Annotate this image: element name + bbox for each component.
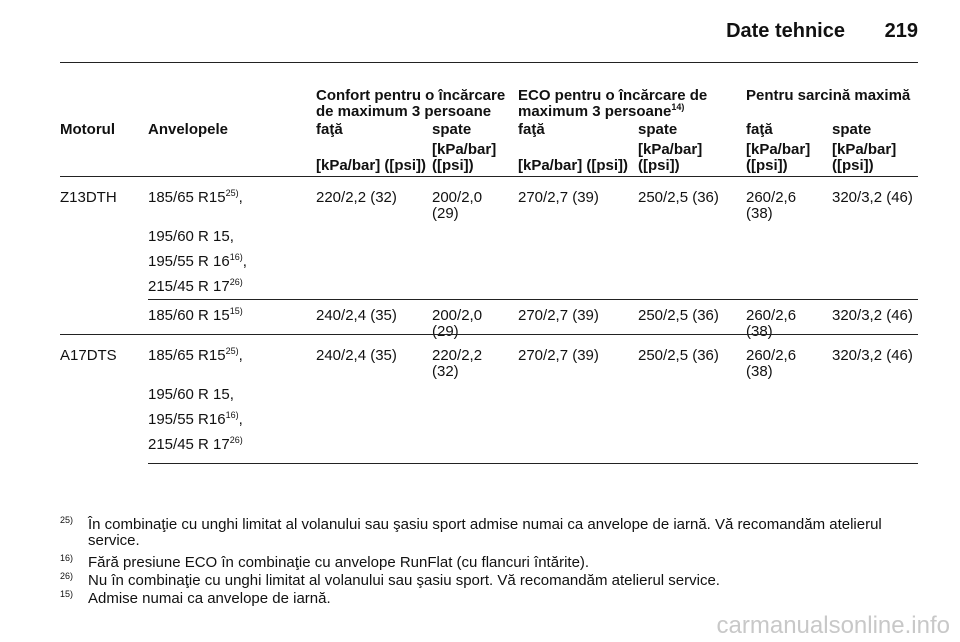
unit-cell: [kPa/bar] ([psi]) — [316, 138, 428, 174]
column-header: Motorul — [60, 121, 115, 138]
unit-cell: [kPa/bar] ([psi]) — [432, 138, 510, 174]
unit-label: [kPa/bar] ([psi]) — [518, 157, 629, 174]
group-header-text: ECO pentru o încărcare de maximum 3 pers… — [518, 87, 708, 120]
footnote-mark: 25) — [60, 515, 74, 525]
tire-size: 185/60 R 1515) — [148, 306, 313, 324]
tire-size: 215/45 R 1726) — [148, 277, 313, 295]
group-header-text: Pentru sarcină maximă — [746, 87, 911, 104]
unit-label: [kPa/bar] ([psi]) — [832, 141, 897, 174]
footnote-ref: 14) — [671, 102, 685, 112]
footnote-ref: 16) — [229, 252, 243, 262]
pressure-value: 260/2,6 (38) — [746, 307, 797, 340]
unit-cell: [kPa/bar] ([psi]) — [746, 138, 824, 174]
tire-size: 195/60 R 15, — [148, 387, 313, 403]
tire-text: 185/65 R15 — [148, 347, 226, 364]
footnote-mark: 16) — [60, 553, 74, 563]
tire-text: 195/55 R16 — [148, 411, 226, 428]
pressure-value: 250/2,5 (36) — [638, 307, 719, 324]
rule — [60, 334, 918, 335]
unit-cell: [kPa/bar] ([psi]) — [638, 138, 742, 174]
tire-size: 195/60 R 15, — [148, 229, 313, 245]
rule — [60, 62, 918, 63]
footnote-ref: 25) — [225, 346, 239, 356]
pressure-value: 250/2,5 (36) — [638, 189, 719, 206]
pressure-value: 320/3,2 (46) — [832, 347, 913, 364]
unit-label: [kPa/bar] ([psi]) — [316, 157, 427, 174]
tire-size: 185/65 R1525), — [148, 188, 313, 206]
footnote-ref: 26) — [229, 277, 243, 287]
tire-text: 215/45 R 17 — [148, 436, 230, 453]
tire-text: 195/60 R 15, — [148, 228, 234, 245]
footnote-ref: 15) — [229, 306, 243, 316]
tire-size: 185/65 R1525), — [148, 346, 313, 364]
footnote-mark: 15) — [60, 589, 74, 599]
tire-text: 215/45 R 17 — [148, 278, 230, 295]
tire-text: 185/65 R15 — [148, 189, 226, 206]
engine: Z13DTH — [60, 189, 117, 206]
footnote-ref: 26) — [229, 435, 243, 445]
tire-suffix: , — [242, 253, 247, 270]
rule — [148, 299, 918, 300]
page-title: Date tehnice — [726, 20, 845, 42]
unit-cell: [kPa/bar] ([psi]) — [832, 138, 916, 174]
column-header: spate — [638, 121, 678, 138]
tire-suffix: , — [238, 411, 243, 428]
tire-size: 195/55 R1616), — [148, 410, 313, 428]
tire-text: 195/55 R 16 — [148, 253, 230, 270]
pressure-value: 320/3,2 (46) — [832, 189, 913, 206]
footnote-ref: 25) — [225, 188, 239, 198]
footnote-text: Nu în combinaţie cu unghi limitat al vol… — [88, 572, 720, 589]
group-header: ECO pentru o încărcare de maximum 3 pers… — [518, 88, 728, 120]
tire-suffix: , — [238, 189, 243, 206]
engine: A17DTS — [60, 347, 117, 364]
footnote-text: Admise numai ca anvelope de iarnă. — [88, 590, 331, 607]
column-header: Anvelopele — [148, 121, 229, 138]
pressure-value: 220/2,2 (32) — [432, 347, 483, 380]
footnote-text: Fără presiune ECO în combinaţie cu anvel… — [88, 554, 590, 571]
column-header: spate — [832, 121, 872, 138]
group-header-text: Confort pentru o încărcare de maximum 3 … — [316, 87, 506, 120]
footnote-mark: 26) — [60, 571, 74, 581]
pressure-value: 270/2,7 (39) — [518, 307, 599, 324]
unit-label: [kPa/bar] ([psi]) — [746, 141, 811, 174]
group-header: Confort pentru o încărcare de maximum 3 … — [316, 88, 516, 120]
footnote-ref: 16) — [225, 410, 239, 420]
column-header: faţă — [518, 121, 545, 138]
pressure-value: 270/2,7 (39) — [518, 347, 599, 364]
watermark: carmanualsonline.info — [716, 612, 950, 639]
page-number: 219 — [884, 20, 918, 42]
footnote-text: În combinaţie cu unghi limitat al volanu… — [88, 516, 882, 549]
pressure-value: 320/3,2 (46) — [832, 307, 913, 324]
tire-size: 195/55 R 1616), — [148, 252, 313, 270]
pressure-value: 240/2,4 (35) — [316, 307, 397, 324]
column-header: faţă — [316, 121, 343, 138]
rule — [60, 176, 918, 177]
pressure-value: 200/2,0 (29) — [432, 189, 483, 222]
column-header: spate — [432, 121, 472, 138]
pressure-value: 260/2,6 (38) — [746, 189, 797, 222]
pressure-value: 270/2,7 (39) — [518, 189, 599, 206]
tire-text: 185/60 R 15 — [148, 307, 230, 324]
unit-label: [kPa/bar] ([psi]) — [432, 141, 497, 174]
tire-text: 195/60 R 15, — [148, 386, 234, 403]
unit-label: [kPa/bar] ([psi]) — [638, 141, 703, 174]
group-header: Pentru sarcină maximă — [746, 88, 918, 104]
pressure-value: 200/2,0 (29) — [432, 307, 483, 340]
column-header: faţă — [746, 121, 773, 138]
pressure-value: 250/2,5 (36) — [638, 347, 719, 364]
pressure-value: 240/2,4 (35) — [316, 347, 397, 364]
pressure-value: 260/2,6 (38) — [746, 347, 797, 380]
unit-cell: [kPa/bar] ([psi]) — [518, 138, 636, 174]
rule — [148, 463, 918, 464]
pressure-value: 220/2,2 (32) — [316, 189, 397, 206]
tire-size: 215/45 R 1726) — [148, 435, 313, 453]
tire-suffix: , — [238, 347, 243, 364]
